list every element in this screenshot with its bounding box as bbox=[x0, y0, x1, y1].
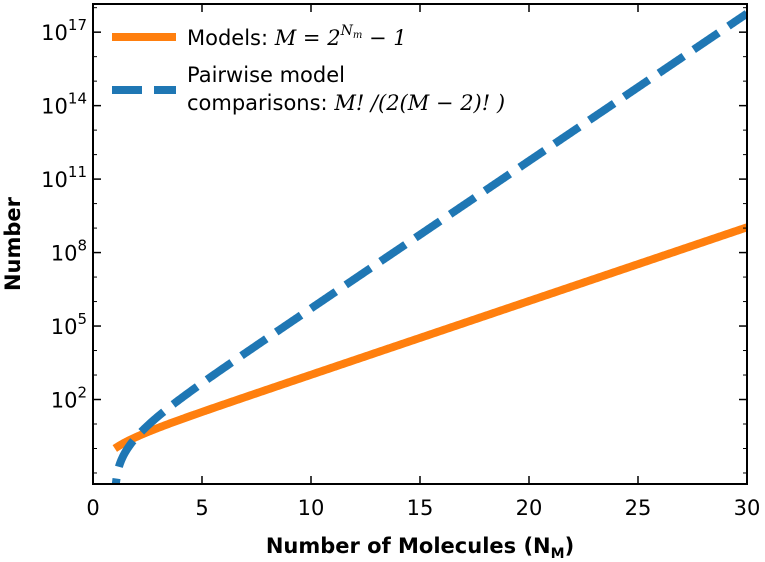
y-tick-label: 108 bbox=[51, 237, 87, 266]
series-layer bbox=[111, 10, 747, 484]
legend-label-models: Models: M = 2Nm − 1 bbox=[187, 23, 407, 50]
y-tick-label: 1011 bbox=[41, 163, 87, 192]
y-tick-label: 105 bbox=[51, 310, 87, 339]
legend-label-pairwise-line1: Pairwise model bbox=[187, 63, 345, 87]
series-line-pairwise bbox=[111, 10, 747, 484]
y-axis-label: Number bbox=[1, 196, 25, 291]
x-tick-label: 5 bbox=[195, 496, 208, 520]
series-line-models bbox=[111, 223, 747, 452]
x-tick-label: 30 bbox=[734, 496, 761, 520]
legend-label-pairwise-line2: comparisons: M! /(2(M − 2)! ) bbox=[187, 91, 505, 115]
y-tick-label: 1014 bbox=[41, 90, 87, 119]
x-axis-ticks: 0 5 10 15 20 25 30 bbox=[86, 4, 760, 520]
y-tick-label: 1017 bbox=[41, 16, 87, 45]
x-tick-label: 10 bbox=[298, 496, 325, 520]
x-axis-label-close: ) bbox=[565, 534, 575, 558]
y-axis-ticks: 102 105 108 1011 1014 1017 bbox=[41, 7, 747, 474]
x-tick-label: 25 bbox=[625, 496, 652, 520]
x-axis-label: Number of Molecules (NM) bbox=[266, 534, 574, 562]
legend: Models: M = 2Nm − 1 Pairwise model compa… bbox=[112, 23, 505, 115]
x-tick-label: 15 bbox=[407, 496, 434, 520]
x-axis-label-subscript: M bbox=[551, 546, 565, 562]
x-tick-label: 20 bbox=[516, 496, 543, 520]
y-tick-label: 102 bbox=[51, 384, 87, 413]
x-tick-label: 0 bbox=[86, 496, 99, 520]
